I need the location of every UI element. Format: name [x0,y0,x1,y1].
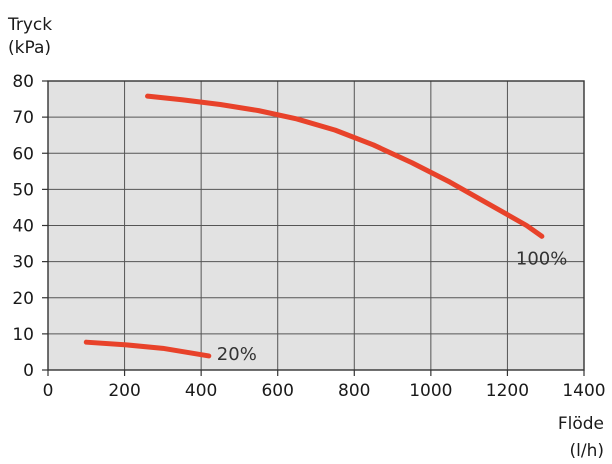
y-tick-label: 30 [12,253,34,273]
series-line [83,339,212,359]
x-axis-title-line2: (l/h) [569,441,605,461]
series-label: 100% [516,248,567,269]
y-tick-label: 0 [23,361,34,381]
x-tick-label: 1400 [562,381,605,401]
y-axis-title-line1: Tryck [8,15,53,35]
y-tick-label: 10 [12,325,34,345]
y-tick-label: 80 [12,72,34,92]
y-tick-label: 70 [12,108,34,128]
x-tick-label: 1000 [409,381,452,401]
y-tick-label: 20 [12,289,34,309]
x-tick-label: 400 [185,381,217,401]
series-lines [83,93,545,359]
series-label: 20% [217,344,257,365]
x-tick-label: 1200 [486,381,529,401]
x-axis-ticks: 0 200 400 600 800 1000 1200 1400 [43,370,606,401]
y-tick-label: 60 [12,144,34,164]
y-tick-label: 40 [12,217,34,237]
x-tick-label: 200 [108,381,140,401]
y-axis-ticks: 0 10 20 30 40 50 60 70 80 [12,72,48,381]
x-tick-label: 0 [43,381,54,401]
x-tick-label: 800 [338,381,370,401]
x-tick-label: 600 [261,381,293,401]
y-axis-title-line2: (kPa) [8,38,52,58]
x-axis-title-line1: Flöde [557,414,604,434]
y-tick-label: 50 [12,180,34,200]
series-line [145,93,545,239]
series-labels: 100% 20% [217,248,568,365]
